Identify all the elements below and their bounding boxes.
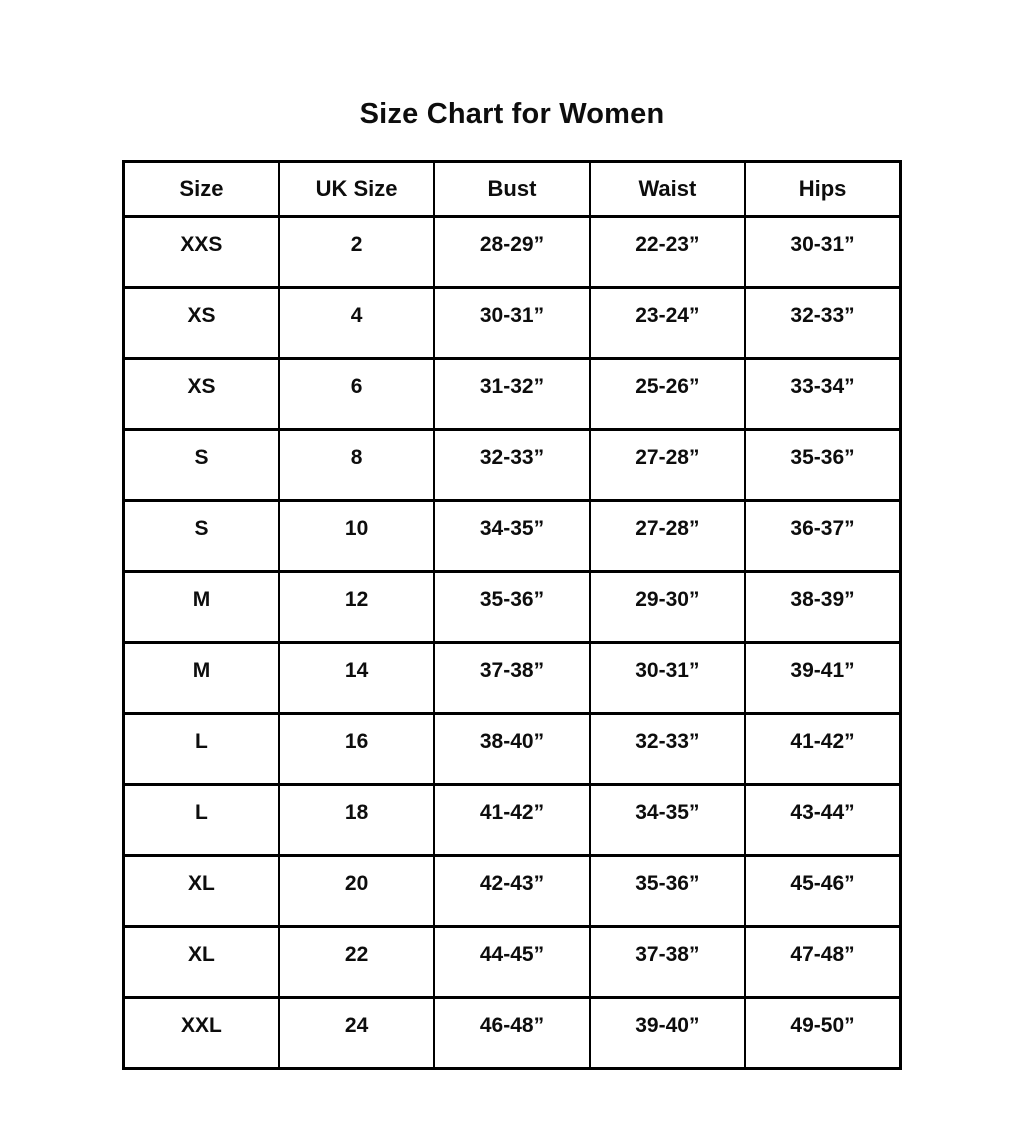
page-title: Size Chart for Women [359,98,665,130]
header-cell-waist: Waist [588,160,747,218]
table-cell: XL [122,854,280,928]
table-cell: 32-33” [588,712,747,786]
table-cell: XXL [122,996,280,1070]
table-cell: 23-24” [588,286,747,360]
table-row: XL 20 42-43” 35-36” 45-46” [122,854,902,928]
table-cell: 4 [277,286,436,360]
table-cell: 12 [277,570,436,644]
table-row: M 14 37-38” 30-31” 39-41” [122,641,902,715]
table-row: S 8 32-33” 27-28” 35-36” [122,428,902,502]
table-row: XS 6 31-32” 25-26” 33-34” [122,357,902,431]
table-cell: L [122,783,280,857]
table-cell: M [122,641,280,715]
table-header: Size UK Size Bust Waist Hips [122,160,902,218]
table-cell: 46-48” [433,996,591,1070]
table-cell: 30-31” [744,215,902,289]
table-cell: 39-41” [744,641,902,715]
table-cell: 38-40” [433,712,591,786]
table-cell: 27-28” [588,428,747,502]
table-cell: 37-38” [433,641,591,715]
header-cell-hips: Hips [744,160,902,218]
table-cell: 27-28” [588,499,747,573]
table-cell: XXS [122,215,280,289]
table-row: M 12 35-36” 29-30” 38-39” [122,570,902,644]
table-cell: 35-36” [433,570,591,644]
table-cell: 49-50” [744,996,902,1070]
table-row: XXS 2 28-29” 22-23” 30-31” [122,215,902,289]
table-cell: 8 [277,428,436,502]
table-row: L 16 38-40” 32-33” 41-42” [122,712,902,786]
table-cell: 37-38” [588,925,747,999]
table-cell: 28-29” [433,215,591,289]
table-cell: 39-40” [588,996,747,1070]
table-cell: 16 [277,712,436,786]
table-cell: 41-42” [744,712,902,786]
table-cell: 35-36” [588,854,747,928]
table-cell: XL [122,925,280,999]
table-cell: 30-31” [433,286,591,360]
table-row: L 18 41-42” 34-35” 43-44” [122,783,902,857]
table-cell: S [122,499,280,573]
table-cell: L [122,712,280,786]
table-cell: 22 [277,925,436,999]
table-cell: 45-46” [744,854,902,928]
table-cell: 18 [277,783,436,857]
table-cell: 14 [277,641,436,715]
table-cell: 33-34” [744,357,902,431]
table-cell: 44-45” [433,925,591,999]
table-row: S 10 34-35” 27-28” 36-37” [122,499,902,573]
table-cell: M [122,570,280,644]
table-cell: 24 [277,996,436,1070]
table-cell: S [122,428,280,502]
table-cell: 42-43” [433,854,591,928]
table-cell: 34-35” [588,783,747,857]
size-chart-table: Size UK Size Bust Waist Hips XXS 2 28-29” 22-23… [122,160,902,1070]
table-cell: 38-39” [744,570,902,644]
table-cell: 36-37” [744,499,902,573]
table-cell: 31-32” [433,357,591,431]
table-cell: 10 [277,499,436,573]
header-cell-size: Size [122,160,280,218]
header-cell-bust: Bust [433,160,591,218]
table-cell: 29-30” [588,570,747,644]
table-cell: 25-26” [588,357,747,431]
table-cell: 2 [277,215,436,289]
table-cell: 20 [277,854,436,928]
table-row: XS 4 30-31” 23-24” 32-33” [122,286,902,360]
table-body: XXS 2 28-29” 22-23” 30-31” XS 4 30-31” 23-24” 32-… [122,215,902,1070]
table-cell: 6 [277,357,436,431]
table-row: XXL 24 46-48” 39-40” 49-50” [122,996,902,1070]
table-cell: 35-36” [744,428,902,502]
table-cell: 22-23” [588,215,747,289]
table-row: XL 22 44-45” 37-38” 47-48” [122,925,902,999]
table-header-row: Size UK Size Bust Waist Hips [122,160,902,218]
table-cell: 47-48” [744,925,902,999]
table-cell: 30-31” [588,641,747,715]
table-cell: XS [122,357,280,431]
table-cell: 41-42” [433,783,591,857]
table-cell: 32-33” [744,286,902,360]
table-cell: 32-33” [433,428,591,502]
table-cell: 34-35” [433,499,591,573]
header-cell-uk-size: UK Size [277,160,436,218]
table-cell: 43-44” [744,783,902,857]
table-cell: XS [122,286,280,360]
